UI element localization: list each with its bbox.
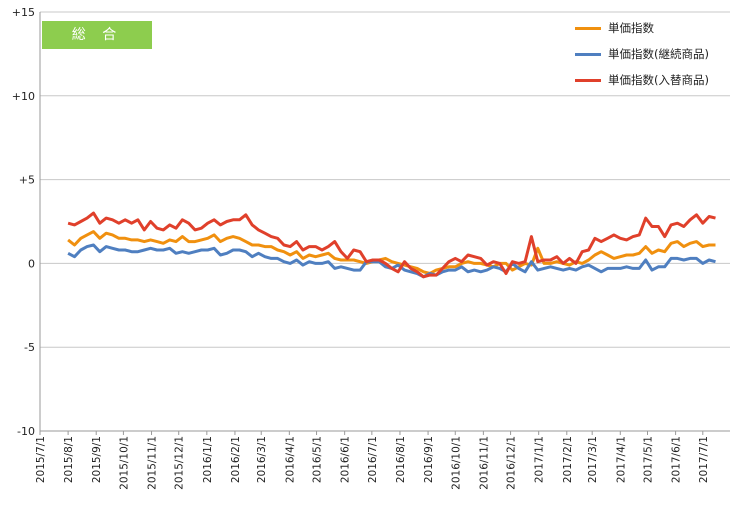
x-tick-label: 2015/11/1 [147,436,159,490]
legend-label: 単価指数(入替商品) [608,73,709,87]
x-tick-label: 2016/1/1 [202,436,214,483]
x-tick-label: 2016/9/1 [423,436,435,483]
y-tick-label: +15 [12,6,35,19]
y-tick-label: 0 [28,257,35,270]
series-line-1 [67,230,716,275]
x-tick-label: 2017/7/1 [698,436,710,483]
x-tick-label: 2017/6/1 [671,436,683,483]
x-tick-label: 2016/8/1 [395,436,407,483]
legend-item-continuing-products: 単価指数(継続商品) [575,44,735,68]
axes [39,12,730,435]
x-tick-label: 2016/6/1 [340,436,352,483]
series-line-3 [67,211,716,279]
x-tick-label: 2015/8/1 [63,436,75,483]
legend-swatch [575,79,601,82]
series-lines [67,211,716,279]
legend-item-replaced-products: 単価指数(入替商品) [575,70,735,94]
legend-label: 単価指数(継続商品) [608,47,709,61]
legend-item-unit-price-index: 単価指数 [575,18,735,42]
x-tick-label: 2016/5/1 [312,436,324,483]
legend-swatch [575,27,601,30]
y-axis-tick-labels: -10 -5 0 +5 +10 +15 [12,6,35,438]
x-tick-label: 2015/9/1 [91,436,103,483]
x-tick-label: 2016/3/1 [256,436,268,483]
x-tick-label: 2016/12/1 [506,436,518,490]
y-tick-label: +10 [12,90,35,103]
x-tick-label: 2016/10/1 [450,436,462,490]
legend-swatch [575,53,601,56]
x-tick-label: 2016/2/1 [230,436,242,483]
x-axis-tick-labels: 2015/7/1 2015/8/1 2015/9/1 2015/10/1 2015/11… [35,436,710,490]
y-tick-label: -5 [24,341,35,354]
legend-label: 単価指数 [608,21,654,35]
chart-title-badge: 総 合 [42,21,152,49]
x-tick-label: 2017/1/1 [534,436,546,483]
x-tick-label: 2015/10/1 [118,436,130,490]
y-tick-label: -10 [17,425,35,438]
x-tick-label: 2017/5/1 [642,436,654,483]
x-tick-label: 2017/4/1 [615,436,627,483]
legend: 単価指数 単価指数(継続商品) 単価指数(入替商品) [575,18,735,96]
x-tick-label: 2017/2/1 [562,436,574,483]
x-tick-label: 2017/3/1 [587,436,599,483]
x-tick-label: 2015/12/1 [174,436,186,490]
x-tick-label: 2015/7/1 [35,436,47,483]
y-tick-label: +5 [19,174,35,187]
x-tick-label: 2016/7/1 [367,436,379,483]
x-tick-label: 2016/11/1 [478,436,490,490]
x-tick-label: 2016/4/1 [284,436,296,483]
